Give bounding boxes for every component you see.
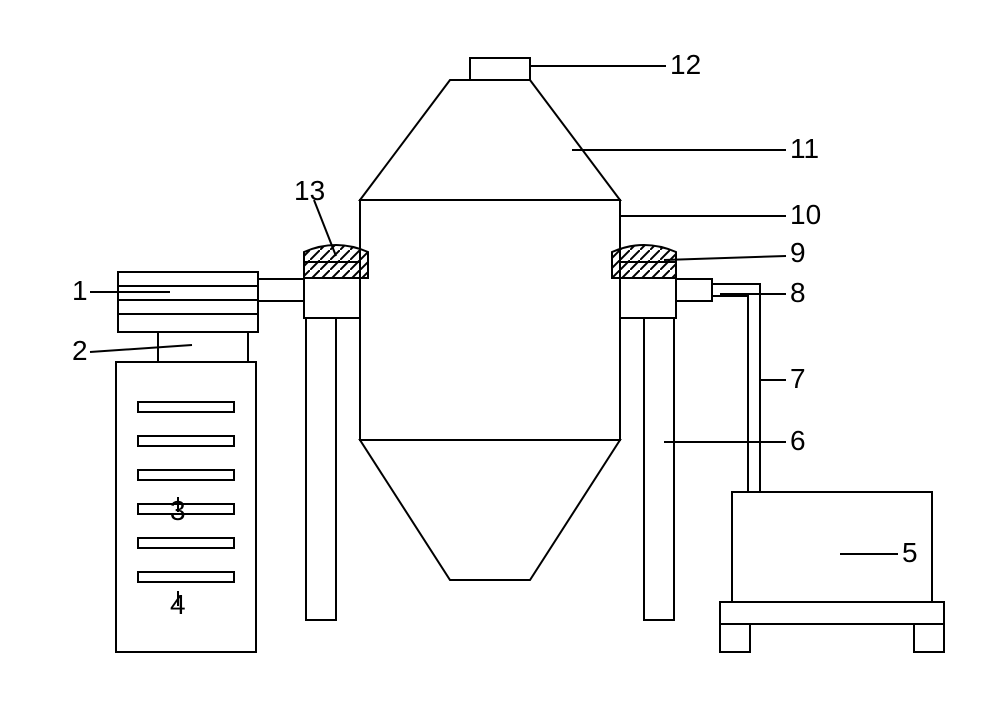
- callout-label-1: 1: [72, 275, 88, 306]
- vessel-body: [360, 200, 620, 440]
- callout-label-4: 4: [170, 589, 186, 620]
- leader-line-2: [90, 345, 192, 352]
- cabinet-slot: [138, 436, 234, 446]
- pipe-inner: [712, 296, 748, 492]
- tank-base-plate: [720, 602, 944, 624]
- top-cap: [470, 58, 530, 80]
- callout-label-10: 10: [790, 199, 821, 230]
- callout-label-6: 6: [790, 425, 806, 456]
- bottom-cone: [360, 440, 620, 580]
- cabinet-slot: [138, 402, 234, 412]
- right-shaft-stub: [676, 279, 712, 301]
- callout-label-2: 2: [72, 335, 88, 366]
- motor-body: [118, 272, 258, 332]
- callout-label-7: 7: [790, 363, 806, 394]
- callout-label-3: 3: [170, 495, 186, 526]
- callout-label-9: 9: [790, 237, 806, 268]
- left-support-leg: [306, 318, 336, 620]
- tank-foot-right: [914, 624, 944, 652]
- cabinet-slot: [138, 470, 234, 480]
- pipe-outer: [712, 284, 760, 492]
- cabinet-slot: [138, 572, 234, 582]
- cabinet-slot: [138, 504, 234, 514]
- callout-label-5: 5: [902, 537, 918, 568]
- tank-foot-left: [720, 624, 750, 652]
- right-support-leg: [644, 318, 674, 620]
- leader-line-9: [664, 256, 786, 260]
- left-shaft-stub: [258, 279, 304, 301]
- diagram-canvas: 12345678910111213: [0, 0, 1000, 706]
- callout-label-8: 8: [790, 277, 806, 308]
- callout-label-12: 12: [670, 49, 701, 80]
- top-cone: [360, 80, 620, 200]
- callout-label-11: 11: [790, 133, 819, 164]
- cabinet-slot: [138, 538, 234, 548]
- callout-label-13: 13: [294, 175, 325, 206]
